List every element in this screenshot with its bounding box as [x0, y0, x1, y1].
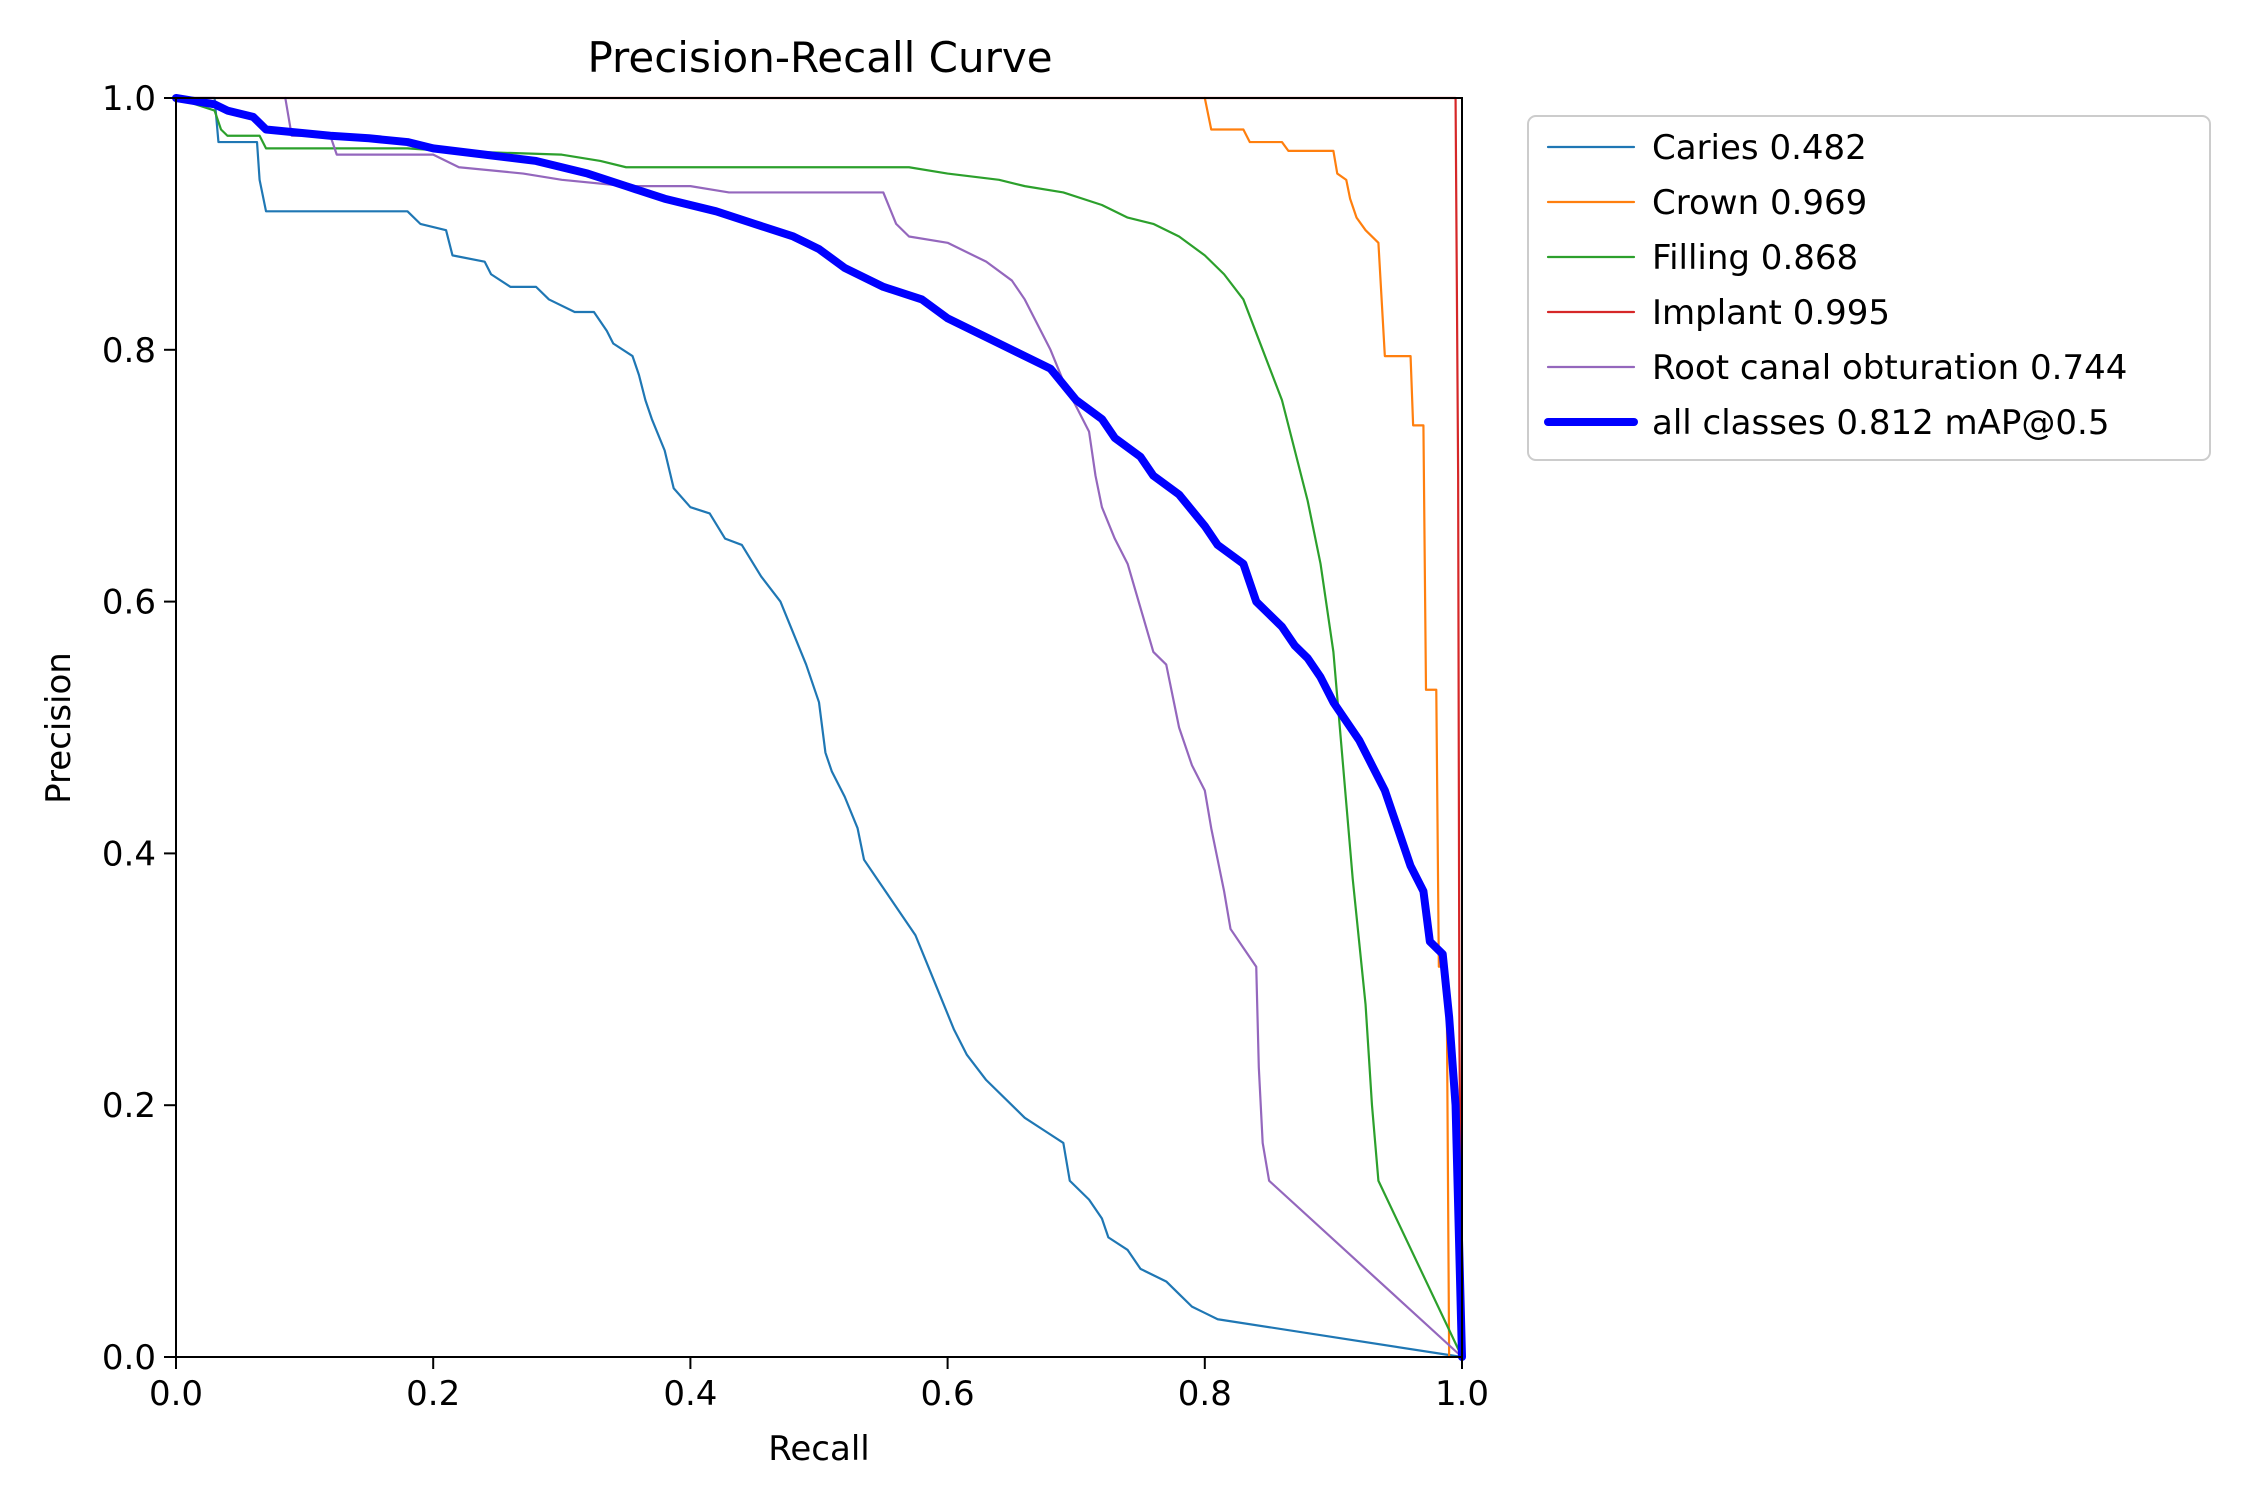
chart-title: Precision-Recall Curve [587, 33, 1052, 82]
y-tick-label: 0.6 [102, 583, 156, 623]
series-line-filling [174, 96, 1464, 1359]
series-line-all-classes [172, 94, 1466, 1361]
series-line-crown [1203, 96, 1451, 1359]
y-tick-label: 0.0 [102, 1338, 156, 1378]
y-tick-label: 0.2 [102, 1086, 156, 1126]
legend-box [1527, 115, 2211, 461]
x-tick-label: 0.2 [406, 1374, 460, 1414]
y-axis-label: Precision [39, 652, 79, 804]
legend-items: Caries 0.482 Crown 0.969 Filling 0.868 Impl… [1544, 128, 2127, 443]
y-tick-label: 0.4 [102, 834, 156, 874]
x-tick-label: 0.4 [663, 1374, 717, 1414]
legend: Caries 0.482 Crown 0.969 Filling 0.868 Impl… [1527, 115, 2211, 461]
x-axis-label: Recall [768, 1429, 869, 1469]
axes-frame [175, 97, 1463, 1358]
x-tick-label: 0.6 [921, 1374, 975, 1414]
y-tick-label: 1.0 [102, 79, 156, 119]
tick-layer: 0.0 0.2 0.4 0.6 0.8 1.0 0.0 0.2 0.4 0.6 0.8 1.0 [102, 79, 1489, 1414]
legend-label-all-classes: all classes 0.812 mAP@0.5 [1652, 403, 2109, 443]
x-tick-label: 1.0 [1435, 1374, 1489, 1414]
legend-label-caries: Caries 0.482 [1652, 128, 1867, 168]
y-tick-label: 0.8 [102, 331, 156, 371]
legend-label-implant: Implant 0.995 [1652, 293, 1890, 333]
series-line-caries [174, 96, 1464, 1359]
legend-label-crown: Crown 0.969 [1652, 183, 1867, 223]
legend-label-root-canal-obturation: Root canal obturation 0.744 [1652, 348, 2127, 388]
legend-label-filling: Filling 0.868 [1652, 238, 1858, 278]
x-tick-label: 0.8 [1178, 1374, 1232, 1414]
x-tick-label: 0.0 [149, 1374, 203, 1414]
